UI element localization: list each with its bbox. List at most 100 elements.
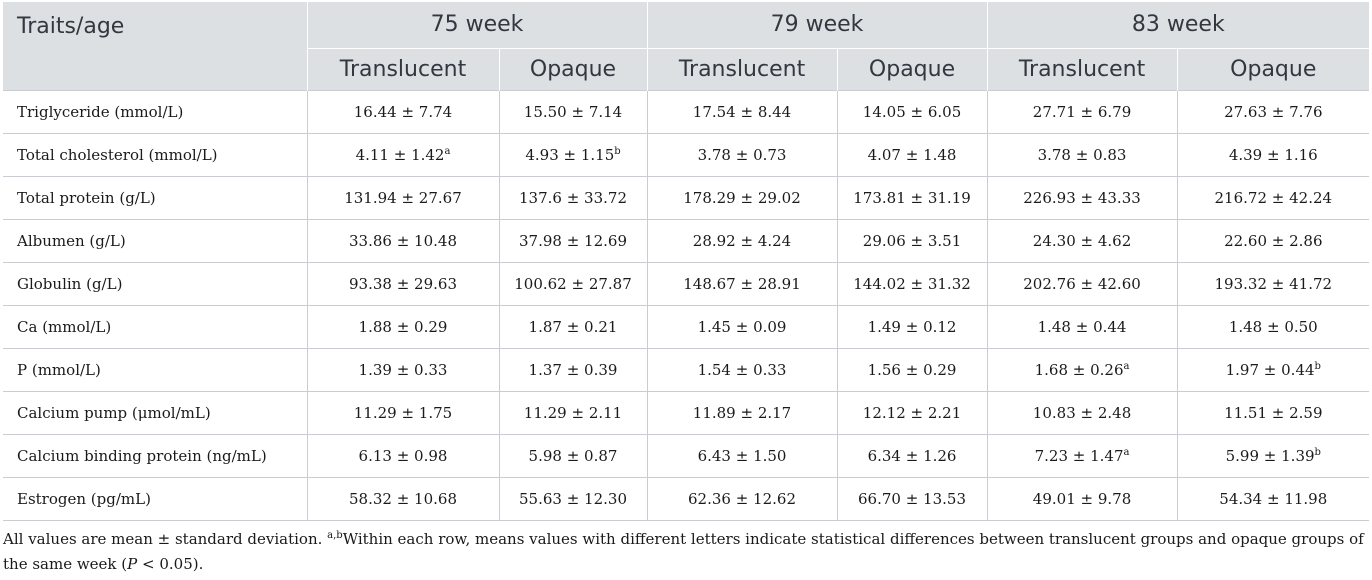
corner-header: Traits/age <box>3 2 308 90</box>
value-cell: 6.34 ± 1.26 <box>837 434 988 478</box>
value-cell: 4.07 ± 1.48 <box>837 133 988 177</box>
cell-value: 66.70 ± 13.53 <box>858 489 967 508</box>
cell-value: 11.89 ± 2.17 <box>692 403 792 422</box>
trait-label: Globulin (g/L) <box>3 262 308 306</box>
value-cell: 11.51 ± 2.59 <box>1177 391 1370 435</box>
trait-label: Estrogen (pg/mL) <box>3 477 308 521</box>
value-cell: 55.63 ± 12.30 <box>499 477 648 521</box>
significance-mark: a <box>444 145 451 157</box>
value-cell: 3.78 ± 0.73 <box>647 133 838 177</box>
value-cell: 66.70 ± 13.53 <box>837 477 988 521</box>
cell-value: 5.98 ± 0.87 <box>528 446 618 465</box>
value-cell: 1.49 ± 0.12 <box>837 305 988 349</box>
value-cell: 173.81 ± 31.19 <box>837 176 988 220</box>
value-cell: 144.02 ± 31.32 <box>837 262 988 306</box>
footnote-text-2: Within each row, means values with diffe… <box>3 529 1364 573</box>
cell-value: 216.72 ± 42.24 <box>1214 188 1333 207</box>
value-cell: 11.29 ± 1.75 <box>307 391 500 435</box>
serum-traits-table: Traits/age 75 week 79 week 83 week Trans… <box>3 2 1370 521</box>
value-cell: 148.67 ± 28.91 <box>647 262 838 306</box>
cell-value: 193.32 ± 41.72 <box>1214 274 1333 293</box>
value-cell: 6.43 ± 1.50 <box>647 434 838 478</box>
cell-value: 1.39 ± 0.33 <box>358 360 448 379</box>
cell-value: 7.23 ± 1.47 <box>1034 446 1124 465</box>
value-cell: 1.48 ± 0.50 <box>1177 305 1370 349</box>
value-cell: 1.56 ± 0.29 <box>837 348 988 392</box>
value-cell: 1.87 ± 0.21 <box>499 305 648 349</box>
cell-value: 29.06 ± 3.51 <box>862 231 962 250</box>
value-cell: 27.63 ± 7.76 <box>1177 89 1370 134</box>
cell-value: 4.39 ± 1.16 <box>1228 145 1318 164</box>
cell-value: 4.07 ± 1.48 <box>867 145 957 164</box>
header-row-weeks: Traits/age 75 week 79 week 83 week <box>3 2 1370 90</box>
week-header-75: 75 week <box>307 2 648 49</box>
cell-value: 17.54 ± 8.44 <box>692 102 792 121</box>
value-cell: 54.34 ± 11.98 <box>1177 477 1370 521</box>
cell-value: 1.48 ± 0.50 <box>1228 317 1318 336</box>
value-cell: 1.45 ± 0.09 <box>647 305 838 349</box>
value-cell: 1.37 ± 0.39 <box>499 348 648 392</box>
trait-label: Calcium pump (μmol/mL) <box>3 391 308 435</box>
value-cell: 4.93 ± 1.15b <box>499 133 648 177</box>
cell-value: 11.51 ± 2.59 <box>1224 403 1323 422</box>
value-cell: 4.11 ± 1.42a <box>307 133 500 177</box>
group-header: Opaque <box>837 48 988 90</box>
trait-label: Albumen (g/L) <box>3 219 308 263</box>
value-cell: 100.62 ± 27.87 <box>499 262 648 306</box>
footnote-marks: a,b <box>327 529 343 541</box>
value-cell: 1.39 ± 0.33 <box>307 348 500 392</box>
cell-value: 1.37 ± 0.39 <box>528 360 618 379</box>
cell-value: 5.99 ± 1.39 <box>1225 446 1315 465</box>
trait-label: Triglyceride (mmol/L) <box>3 89 308 134</box>
trait-label: Total protein (g/L) <box>3 176 308 220</box>
footnote-text-3: < 0.05). <box>137 554 204 573</box>
value-cell: 1.54 ± 0.33 <box>647 348 838 392</box>
value-cell: 131.94 ± 27.67 <box>307 176 500 220</box>
cell-value: 131.94 ± 27.67 <box>344 188 462 207</box>
value-cell: 49.01 ± 9.78 <box>987 477 1178 521</box>
value-cell: 193.32 ± 41.72 <box>1177 262 1370 306</box>
value-cell: 6.13 ± 0.98 <box>307 434 500 478</box>
cell-value: 173.81 ± 31.19 <box>853 188 971 207</box>
cell-value: 148.67 ± 28.91 <box>683 274 801 293</box>
cell-value: 27.63 ± 7.76 <box>1224 102 1323 121</box>
cell-value: 37.98 ± 12.69 <box>519 231 627 250</box>
cell-value: 27.71 ± 6.79 <box>1032 102 1132 121</box>
week-header-83: 83 week <box>987 2 1370 49</box>
footnote-text-1: All values are mean ± standard deviation… <box>3 529 328 548</box>
cell-value: 6.34 ± 1.26 <box>867 446 957 465</box>
significance-mark: b <box>614 145 621 157</box>
value-cell: 11.29 ± 2.11 <box>499 391 648 435</box>
cell-value: 6.13 ± 0.98 <box>358 446 448 465</box>
group-header: Opaque <box>499 48 648 90</box>
group-header: Translucent <box>647 48 838 90</box>
cell-value: 1.49 ± 0.12 <box>867 317 957 336</box>
cell-value: 3.78 ± 0.83 <box>1037 145 1127 164</box>
value-cell: 216.72 ± 42.24 <box>1177 176 1370 220</box>
group-header: Translucent <box>307 48 500 90</box>
value-cell: 22.60 ± 2.86 <box>1177 219 1370 263</box>
value-cell: 93.38 ± 29.63 <box>307 262 500 306</box>
significance-mark: a <box>1123 446 1130 458</box>
table-container: Traits/age 75 week 79 week 83 week Trans… <box>3 2 1370 577</box>
value-cell: 1.88 ± 0.29 <box>307 305 500 349</box>
table-row: P (mmol/L) 1.39 ± 0.33 1.37 ± 0.39 1.54 ± 0… <box>3 348 1370 392</box>
table-row: Ca (mmol/L) 1.88 ± 0.29 1.87 ± 0.21 1.45 ± … <box>3 305 1370 349</box>
trait-label: Total cholesterol (mmol/L) <box>3 133 308 177</box>
cell-value: 11.29 ± 2.11 <box>523 403 623 422</box>
table-row: Calcium binding protein (ng/mL) 6.13 ± 0.… <box>3 434 1370 478</box>
week-header-79: 79 week <box>647 2 988 49</box>
cell-value: 54.34 ± 11.98 <box>1219 489 1328 508</box>
cell-value: 178.29 ± 29.02 <box>683 188 801 207</box>
cell-value: 1.48 ± 0.44 <box>1037 317 1127 336</box>
table-row: Calcium pump (μmol/mL) 11.29 ± 1.75 11.29 … <box>3 391 1370 435</box>
cell-value: 12.12 ± 2.21 <box>862 403 962 422</box>
table-row: Total protein (g/L) 131.94 ± 27.67 137.6 ±… <box>3 176 1370 220</box>
value-cell: 1.48 ± 0.44 <box>987 305 1178 349</box>
value-cell: 202.76 ± 42.60 <box>987 262 1178 306</box>
significance-mark: a <box>1123 360 1130 372</box>
trait-label: P (mmol/L) <box>3 348 308 392</box>
group-header: Translucent <box>987 48 1178 90</box>
value-cell: 24.30 ± 4.62 <box>987 219 1178 263</box>
value-cell: 10.83 ± 2.48 <box>987 391 1178 435</box>
